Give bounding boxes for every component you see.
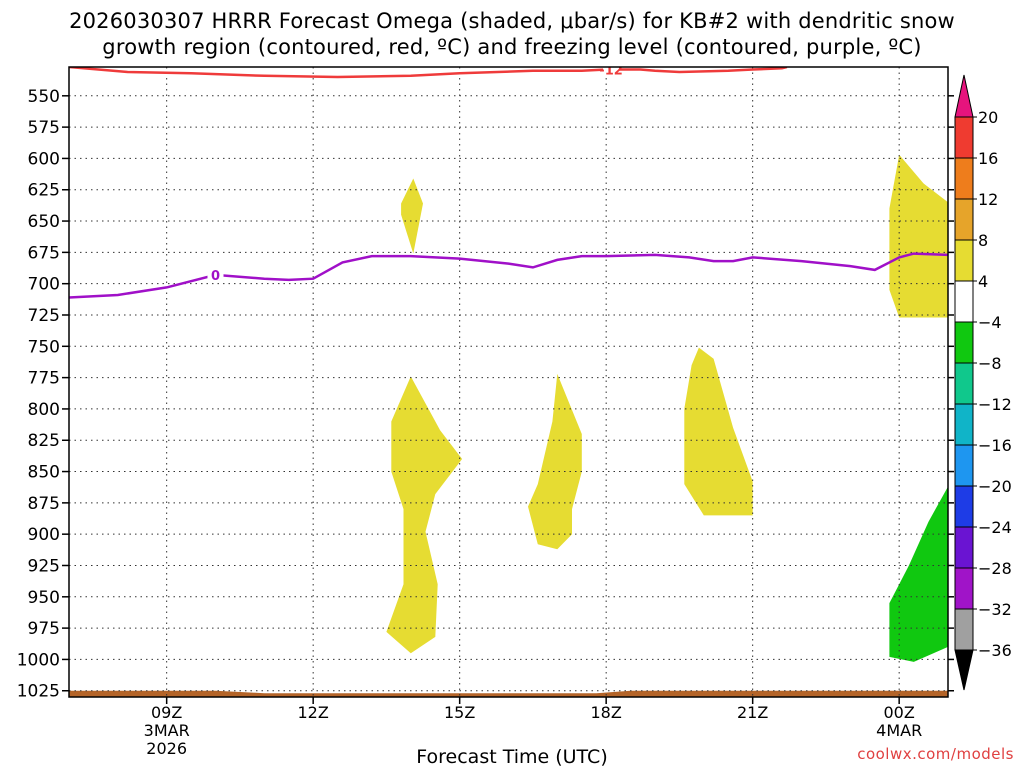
contour-label-0: -12 xyxy=(599,64,623,79)
y-axis-ticks: 550 575 600 625 650 675 700 725 750 775 800 825 850 8… xyxy=(17,87,954,702)
y-tick-label: 725 xyxy=(28,306,60,326)
y-tick-label: 825 xyxy=(28,431,60,451)
colorbar-label: −8 xyxy=(978,354,1002,373)
y-tick-label: 1025 xyxy=(17,682,60,702)
colorbar-label: −16 xyxy=(978,436,1012,455)
omega-shade-region-3 xyxy=(684,347,753,516)
y-tick-label: 700 xyxy=(28,275,60,295)
ground-shading xyxy=(69,690,948,697)
credit-text: coolwx.com/models xyxy=(857,745,1014,763)
colorbar-label: 8 xyxy=(978,231,988,250)
y-tick-label: 750 xyxy=(28,337,60,357)
x-tick-year: 2026 xyxy=(146,739,187,758)
chart-title: 2026030307 HRRR Forecast Omega (shaded, … xyxy=(0,8,1024,60)
contour-line-0 xyxy=(69,67,788,79)
colorbar-label: −36 xyxy=(978,641,1012,660)
grid-lines xyxy=(69,67,948,697)
colorbar-label: 20 xyxy=(978,108,998,127)
y-tick-label: 600 xyxy=(28,149,60,169)
y-tick-label: 875 xyxy=(28,494,60,514)
y-tick-label: 800 xyxy=(28,400,60,420)
colorbar-segment xyxy=(954,526,974,569)
x-axis-label: Forecast Time (UTC) xyxy=(416,746,608,768)
y-tick-label: 850 xyxy=(28,463,60,483)
colorbar-segment xyxy=(954,116,974,159)
title-line-1: 2026030307 HRRR Forecast Omega (shaded, … xyxy=(69,9,955,33)
y-tick-label: 775 xyxy=(28,369,60,389)
x-tick-label: 21Z xyxy=(737,703,768,722)
colorbar-label: 4 xyxy=(978,272,988,291)
y-tick-label: 950 xyxy=(28,588,60,608)
y-tick-label: 975 xyxy=(28,619,60,639)
y-tick-label: 900 xyxy=(28,525,60,545)
omega-shade-region-2 xyxy=(528,373,582,550)
x-tick-label: 15Z xyxy=(444,703,475,722)
shaded-omega-layer xyxy=(69,154,948,697)
x-tick-label: 12Z xyxy=(298,703,329,722)
colorbar-segment xyxy=(954,567,974,610)
colorbar-segment xyxy=(954,280,974,323)
colorbar-segment xyxy=(954,444,974,487)
contour-label-bg xyxy=(207,267,224,282)
y-tick-label: 925 xyxy=(28,556,60,576)
colorbar-top-arrow xyxy=(954,74,974,118)
colorbar-label: −28 xyxy=(978,559,1012,578)
colorbar-label: −24 xyxy=(978,518,1012,537)
contour-layer: -12 0 xyxy=(69,64,948,299)
y-tick-label: 650 xyxy=(28,212,60,232)
colorbar-segment xyxy=(954,485,974,528)
contour-line-1 xyxy=(69,252,948,299)
y-tick-label: 575 xyxy=(28,118,60,138)
colorbar-label: 16 xyxy=(978,149,998,168)
colorbar-label: −32 xyxy=(978,600,1012,619)
x-tick-label: 09Z xyxy=(151,703,182,722)
colorbar-label: −4 xyxy=(978,313,1002,332)
title-line-2: growth region (contoured, red, ºC) and f… xyxy=(102,35,922,59)
y-tick-label: 1000 xyxy=(17,650,60,670)
colorbar-segment xyxy=(954,239,974,282)
plot-frame xyxy=(68,66,949,698)
colorbar-segment xyxy=(954,198,974,241)
colorbar-segment xyxy=(954,362,974,405)
colorbar-label: −20 xyxy=(978,477,1012,496)
contour-label-1: 0 xyxy=(211,269,220,284)
colorbar-segment xyxy=(954,608,974,651)
x-tick-date: 3MAR xyxy=(144,721,190,740)
x-tick-label: 18Z xyxy=(591,703,622,722)
colorbar: 20 16 12 8 4 −4 −8 −12 −16 −20 −24 −28 −32 −36 xyxy=(954,74,1012,691)
omega-shade-region-5 xyxy=(889,486,948,662)
colorbar-label: −12 xyxy=(978,395,1012,414)
x-tick-date: 4MAR xyxy=(876,721,922,740)
contour-label-bg xyxy=(603,67,620,77)
omega-shade-region-4 xyxy=(889,154,948,318)
y-tick-label: 625 xyxy=(28,181,60,201)
x-tick-label: 00Z xyxy=(884,703,915,722)
colorbar-segment xyxy=(954,157,974,200)
omega-shade-region-0 xyxy=(401,178,423,254)
colorbar-label: 12 xyxy=(978,190,998,209)
colorbar-segment xyxy=(954,321,974,364)
y-tick-label: 550 xyxy=(28,87,60,107)
y-tick-label: 675 xyxy=(28,243,60,263)
colorbar-segment xyxy=(954,403,974,446)
omega-shade-region-1 xyxy=(386,376,463,654)
colorbar-bottom-arrow xyxy=(954,649,974,691)
